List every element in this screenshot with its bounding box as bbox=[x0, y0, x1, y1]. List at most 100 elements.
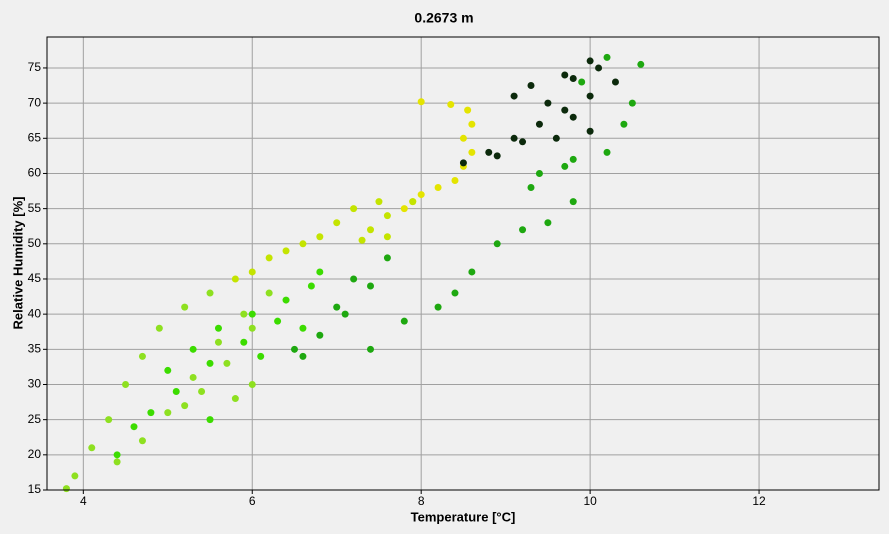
point bbox=[383, 212, 391, 220]
point bbox=[282, 296, 290, 304]
point bbox=[240, 310, 248, 318]
point bbox=[189, 373, 197, 381]
point bbox=[485, 148, 493, 156]
point bbox=[206, 359, 214, 367]
x-tick-label: 10 bbox=[583, 494, 597, 508]
point bbox=[350, 205, 358, 213]
point bbox=[147, 409, 155, 417]
point bbox=[447, 101, 455, 109]
point bbox=[569, 198, 577, 206]
point bbox=[383, 233, 391, 241]
point bbox=[468, 268, 476, 276]
point bbox=[164, 409, 172, 417]
point bbox=[223, 359, 231, 367]
point bbox=[172, 388, 180, 396]
point bbox=[341, 310, 349, 318]
point bbox=[214, 324, 222, 332]
point bbox=[544, 99, 552, 107]
point bbox=[189, 345, 197, 353]
point bbox=[409, 198, 417, 206]
point bbox=[299, 324, 307, 332]
point bbox=[367, 282, 375, 290]
point bbox=[138, 437, 146, 445]
point bbox=[400, 317, 408, 325]
point bbox=[105, 416, 113, 424]
point bbox=[434, 184, 442, 192]
point bbox=[316, 233, 324, 241]
plot-border bbox=[46, 36, 880, 491]
point bbox=[367, 226, 375, 234]
point bbox=[464, 106, 472, 114]
point bbox=[468, 148, 476, 156]
point bbox=[569, 155, 577, 163]
point bbox=[248, 324, 256, 332]
point bbox=[561, 162, 569, 170]
point bbox=[603, 53, 611, 61]
y-axis-title: Relative Humidity [%] bbox=[10, 197, 25, 330]
point bbox=[375, 198, 383, 206]
point bbox=[290, 345, 298, 353]
point bbox=[198, 388, 206, 396]
point bbox=[383, 254, 391, 262]
point bbox=[265, 254, 273, 262]
point bbox=[257, 352, 265, 360]
point bbox=[130, 423, 138, 431]
plot-area bbox=[47, 37, 879, 490]
point bbox=[595, 64, 603, 72]
point bbox=[519, 226, 527, 234]
x-tick-label: 12 bbox=[752, 494, 766, 508]
point bbox=[367, 345, 375, 353]
y-tick-label: 75 bbox=[28, 60, 42, 74]
point bbox=[274, 317, 282, 325]
point bbox=[569, 113, 577, 121]
chart-title: 0.2673 m bbox=[414, 10, 473, 26]
point bbox=[493, 152, 501, 160]
point bbox=[628, 99, 636, 107]
point bbox=[510, 134, 518, 142]
point bbox=[231, 275, 239, 283]
point bbox=[417, 98, 425, 106]
point bbox=[248, 380, 256, 388]
y-tick-label: 70 bbox=[28, 95, 42, 109]
point bbox=[561, 106, 569, 114]
point bbox=[578, 78, 586, 86]
y-tick-label: 30 bbox=[28, 377, 42, 391]
point bbox=[282, 247, 290, 255]
point bbox=[535, 169, 543, 177]
point bbox=[122, 380, 130, 388]
point bbox=[620, 120, 628, 128]
point bbox=[240, 338, 248, 346]
point bbox=[400, 205, 408, 213]
point bbox=[459, 134, 467, 142]
point bbox=[181, 303, 189, 311]
point bbox=[527, 82, 535, 90]
y-tick-label: 15 bbox=[28, 482, 42, 496]
point bbox=[544, 219, 552, 227]
point bbox=[611, 78, 619, 86]
point bbox=[552, 134, 560, 142]
point bbox=[333, 303, 341, 311]
y-tick-label: 55 bbox=[28, 201, 42, 215]
point bbox=[206, 289, 214, 297]
point bbox=[138, 352, 146, 360]
point bbox=[164, 366, 172, 374]
point bbox=[113, 458, 121, 466]
point bbox=[307, 282, 315, 290]
point bbox=[316, 268, 324, 276]
point bbox=[493, 240, 501, 248]
y-tick-label: 25 bbox=[28, 412, 42, 426]
point bbox=[350, 275, 358, 283]
point bbox=[155, 324, 163, 332]
point bbox=[586, 92, 594, 100]
point bbox=[316, 331, 324, 339]
x-tick-label: 8 bbox=[418, 494, 425, 508]
point bbox=[71, 472, 79, 480]
point bbox=[417, 191, 425, 199]
point bbox=[214, 338, 222, 346]
point bbox=[451, 176, 459, 184]
y-tick-label: 65 bbox=[28, 130, 42, 144]
point bbox=[468, 120, 476, 128]
y-tick-label: 60 bbox=[28, 166, 42, 180]
point bbox=[248, 268, 256, 276]
